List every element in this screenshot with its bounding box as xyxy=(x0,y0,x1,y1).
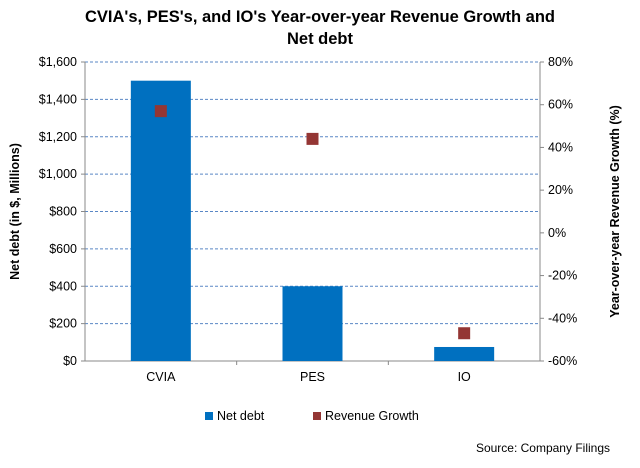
legend-label-revenue-growth: Revenue Growth xyxy=(325,409,419,423)
x-tick-label: IO xyxy=(458,370,471,384)
y-left-tick-label: $1,600 xyxy=(39,55,77,69)
legend-label-net-debt: Net debt xyxy=(217,409,265,423)
chart-title-line-1: CVIA's, PES's, and IO's Year-over-year R… xyxy=(85,8,555,26)
y-right-tick-label: 80% xyxy=(548,55,573,69)
y-right-tick-label: 60% xyxy=(548,98,573,112)
y-left-tick-label: $200 xyxy=(49,317,77,331)
bar-net-debt-cvia xyxy=(130,80,191,361)
bar-net-debt-io xyxy=(434,346,495,361)
y-right-tick-label: 0% xyxy=(548,226,566,240)
y-left-tick-label: $400 xyxy=(49,279,77,293)
y-left-tick-label: $1,000 xyxy=(39,167,77,181)
y-right-axis-title: Year-over-year Revenue Growth (%) xyxy=(608,105,622,318)
marker-revenue-growth-io xyxy=(458,327,471,340)
y-left-tick-label: $1,200 xyxy=(39,130,77,144)
y-right-tick-label: 20% xyxy=(548,183,573,197)
y-left-tick-label: $600 xyxy=(49,242,77,256)
y-left-tick-label: $0 xyxy=(63,354,77,368)
legend-item-revenue-growth: Revenue Growth xyxy=(313,409,419,423)
x-tick-label: CVIA xyxy=(146,370,176,384)
source-note: Source: Company Filings xyxy=(475,441,610,455)
x-tick-label: PES xyxy=(300,370,325,384)
y-right-tick-label: -60% xyxy=(548,354,577,368)
y-left-tick-label: $1,400 xyxy=(39,92,77,106)
bar-net-debt-pes xyxy=(282,286,343,361)
y-right-tick-label: 40% xyxy=(548,140,573,154)
y-left-axis-title: Net debt (in $, Millions) xyxy=(8,143,22,280)
legend: Net debt Revenue Growth xyxy=(0,409,640,429)
chart-title: CVIA's, PES's, and IO's Year-over-year R… xyxy=(60,6,580,50)
y-left-tick-label: $800 xyxy=(49,205,77,219)
y-right-tick-label: -20% xyxy=(548,269,577,283)
chart-title-line-2: Net debt xyxy=(287,30,353,48)
y-right-tick-label: -40% xyxy=(548,311,577,325)
legend-swatch-revenue-growth xyxy=(313,412,321,420)
marker-revenue-growth-pes xyxy=(306,132,319,145)
legend-item-net-debt: Net debt xyxy=(205,409,264,423)
legend-swatch-net-debt xyxy=(205,412,213,420)
marker-revenue-growth-cvia xyxy=(154,105,167,118)
